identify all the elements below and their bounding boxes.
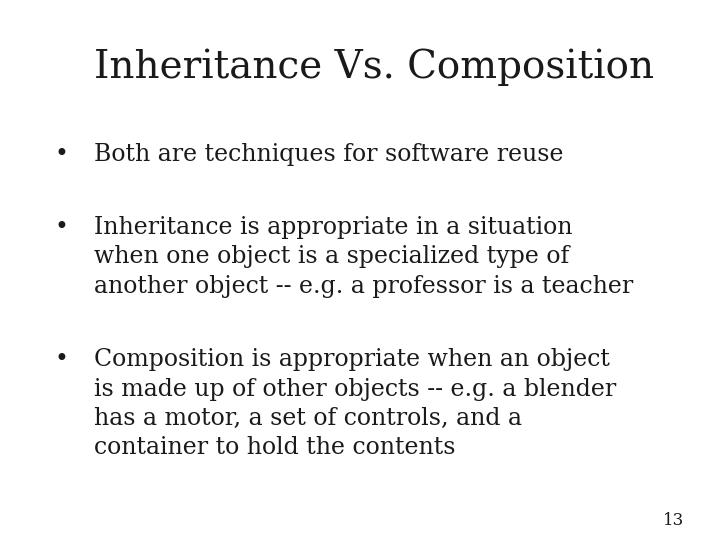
Text: Inheritance is appropriate in a situation
when one object is a specialized type : Inheritance is appropriate in a situatio… <box>94 216 633 298</box>
Text: Composition is appropriate when an object
is made up of other objects -- e.g. a : Composition is appropriate when an objec… <box>94 348 616 459</box>
Text: Inheritance Vs. Composition: Inheritance Vs. Composition <box>94 49 654 86</box>
Text: •: • <box>54 143 68 166</box>
Text: •: • <box>54 348 68 372</box>
Text: •: • <box>54 216 68 239</box>
Text: 13: 13 <box>662 512 684 529</box>
Text: Both are techniques for software reuse: Both are techniques for software reuse <box>94 143 563 166</box>
